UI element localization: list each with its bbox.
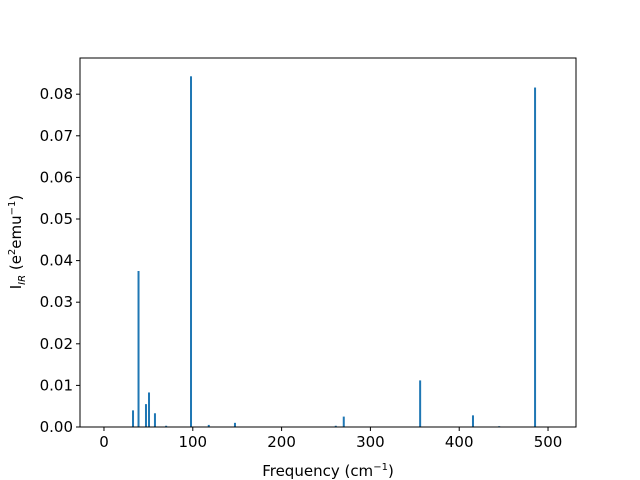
y-tick-label: 0.01	[40, 376, 73, 394]
y-tick-label: 0.04	[40, 252, 73, 270]
x-label-sup: −1	[373, 462, 388, 473]
x-axis-label: Frequency (cm−1)	[262, 462, 394, 480]
bar	[165, 425, 168, 427]
bar	[334, 425, 337, 427]
x-label-text: Frequency (cm	[262, 462, 373, 480]
y-label-sup: 2	[7, 249, 18, 255]
y-label-sub: IR	[17, 275, 28, 285]
bar	[132, 410, 135, 427]
y-tick-label: 0.06	[40, 168, 73, 186]
bar	[148, 392, 151, 427]
bar	[153, 413, 156, 427]
bar	[419, 380, 422, 427]
y-tick-label: 0.05	[40, 210, 73, 228]
x-tick-label: 100	[178, 433, 207, 451]
y-axis-label: IIR (e2emu−1)	[7, 195, 28, 290]
bar	[137, 270, 140, 427]
y-tick-label: 0.07	[40, 127, 73, 145]
x-tick-label: 200	[267, 433, 296, 451]
bar	[233, 422, 236, 427]
y-label-base: I	[7, 285, 25, 289]
y-label-sup: −1	[7, 201, 18, 216]
bar	[144, 404, 147, 427]
bar	[342, 416, 345, 427]
bar	[534, 87, 537, 427]
x-tick-label: 0	[99, 433, 109, 451]
y-label-mid: (e	[7, 255, 25, 275]
bar	[471, 415, 474, 427]
plot-frame	[79, 57, 577, 428]
y-tick-label: 0.00	[40, 418, 73, 436]
y-label-end: )	[7, 195, 25, 201]
x-tick-label: 500	[534, 433, 563, 451]
y-tick-label: 0.02	[40, 335, 73, 353]
y-tick-label: 0.08	[40, 85, 73, 103]
y-label-mid: emu	[7, 215, 25, 248]
x-label-end: )	[388, 462, 394, 480]
x-tick-label: 400	[445, 433, 474, 451]
bar	[190, 76, 193, 428]
y-tick-label: 0.03	[40, 293, 73, 311]
x-tick-label: 300	[356, 433, 385, 451]
bar	[207, 424, 210, 427]
